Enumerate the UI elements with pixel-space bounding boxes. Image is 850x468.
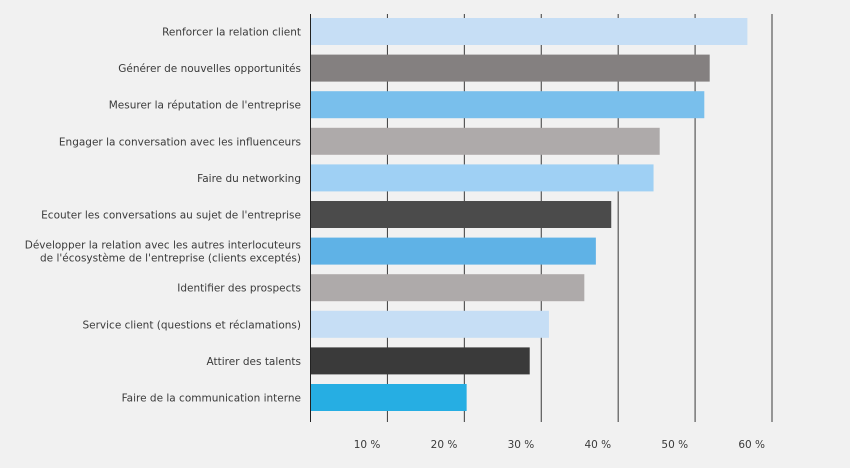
bar-7 (310, 237, 596, 265)
category-labels: Renforcer la relation client Générer de n… (25, 27, 301, 405)
category-label-7-line-1: Développer la relation avec les autres i… (25, 240, 301, 252)
tick-label-1: 10 % (354, 439, 381, 451)
bar-6 (310, 201, 612, 228)
bar-3 (310, 91, 705, 119)
tick-label-4: 40 % (584, 439, 611, 451)
category-label-8: Identifier des prospects (177, 283, 301, 295)
bars (310, 18, 748, 411)
bar-4 (310, 127, 660, 155)
bar-1 (310, 18, 748, 45)
bar-8 (310, 274, 585, 302)
category-label-3: Mesurer la réputation de l'entreprise (109, 100, 301, 112)
bar-11 (310, 384, 467, 411)
category-label-2: Générer de nouvelles opportunités (118, 63, 301, 75)
category-label-6: Ecouter les conversations au sujet de l'… (41, 210, 301, 222)
category-label-9: Service client (questions et réclamation… (82, 319, 301, 331)
bar-2 (310, 54, 710, 82)
category-label-1: Renforcer la relation client (162, 27, 301, 39)
tick-label-6: 60 % (738, 439, 765, 451)
bar-10 (310, 347, 530, 375)
bar-9 (310, 310, 549, 338)
category-label-10: Attirer des talents (207, 356, 301, 368)
tick-label-3: 30 % (508, 439, 535, 451)
category-label-7-line-2: de l'écosystème de l'entreprise (clients… (40, 253, 301, 265)
category-label-11: Faire de la communication interne (122, 393, 301, 405)
tick-label-5: 50 % (661, 439, 688, 451)
category-label-5: Faire du networking (197, 173, 301, 185)
tick-labels: 10 % 20 % 30 % 40 % 50 % 60 % (354, 439, 765, 451)
category-label-4: Engager la conversation avec les influen… (59, 136, 301, 148)
bar-5 (310, 164, 654, 192)
tick-label-2: 20 % (431, 439, 458, 451)
